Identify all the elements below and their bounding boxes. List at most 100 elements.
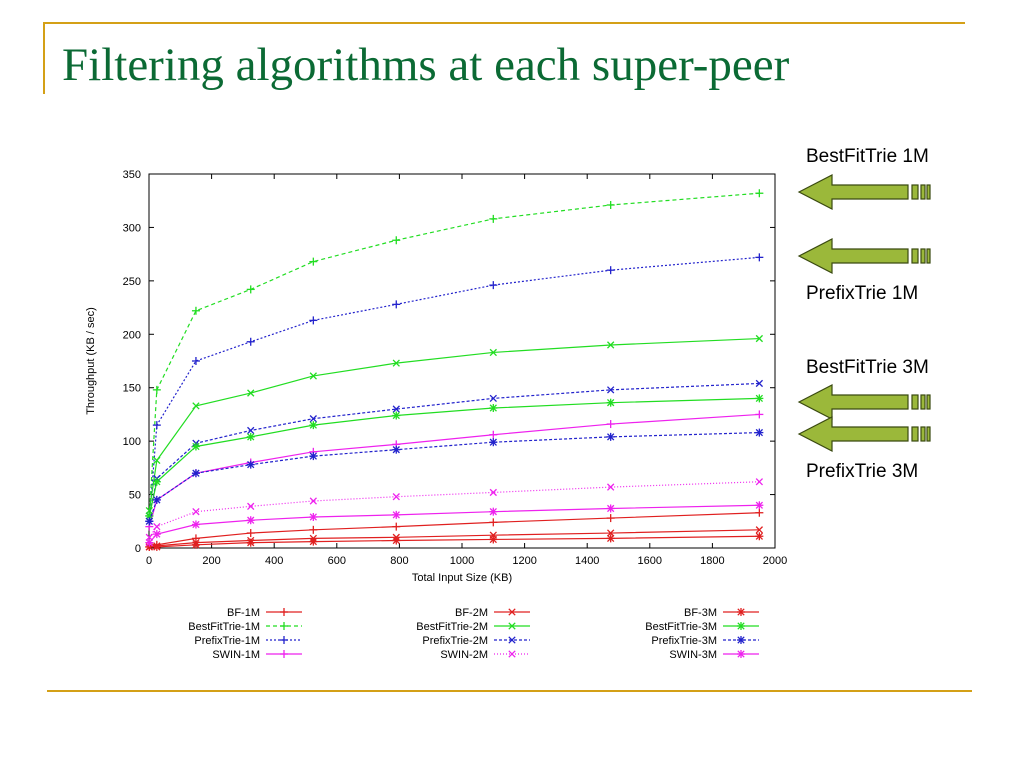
callout-prefixtrie-3m: PrefixTrie 3M: [806, 461, 919, 482]
legend-marker: [737, 650, 745, 658]
x-tick-label: 1400: [575, 555, 599, 567]
data-point: [392, 411, 401, 420]
series-line-prefixtrie-2m: [148, 382, 760, 517]
data-point: [489, 394, 497, 403]
slide-title: Filtering algorithms at each super-peer: [62, 39, 790, 91]
data-point: [489, 348, 497, 357]
data-point: [152, 542, 161, 551]
x-tick-label: 0: [146, 555, 152, 567]
x-tick-label: 1000: [450, 555, 474, 567]
legend-label: BF-3M: [684, 607, 717, 619]
series-line-bestfittrie-1m: [148, 192, 760, 516]
x-tick-label: 1200: [512, 555, 536, 567]
data-point: [606, 504, 615, 513]
data-point: [755, 428, 764, 437]
legend-label: SWIN-3M: [669, 649, 717, 661]
data-point: [489, 507, 498, 516]
x-tick-label: 1800: [700, 555, 724, 567]
y-tick-label: 50: [129, 490, 141, 502]
data-point: [247, 426, 255, 435]
data-point: [606, 432, 615, 441]
data-point: [246, 337, 255, 346]
legend-entry: BestFitTrie-2M: [416, 621, 530, 633]
legend-label: BF-1M: [227, 607, 260, 619]
data-point: [489, 214, 498, 223]
callout-prefixtrie-1m: PrefixTrie 1M: [806, 283, 919, 304]
data-point: [152, 477, 161, 486]
data-point: [309, 513, 318, 522]
data-point: [392, 236, 401, 245]
data-point: [192, 402, 200, 410]
data-point: [246, 460, 255, 469]
data-point: [607, 341, 615, 349]
data-point: [755, 508, 764, 517]
series-line-swin-2m: [148, 481, 760, 538]
data-point: [755, 334, 764, 343]
legend-marker: [508, 608, 516, 616]
data-point: [489, 488, 497, 497]
data-point: [607, 386, 615, 394]
data-point: [153, 522, 161, 531]
data-point: [309, 525, 318, 534]
series-line-prefixtrie-1m: [148, 256, 760, 522]
legend-entry: BF-2M: [455, 607, 530, 619]
data-point: [606, 266, 615, 275]
data-point: [191, 520, 200, 529]
data-point: [309, 452, 318, 461]
data-point: [153, 456, 161, 465]
data-point: [755, 379, 764, 388]
y-tick-label: 250: [123, 276, 141, 288]
data-point: [152, 495, 161, 504]
data-point: [392, 510, 401, 519]
legend-marker: [280, 608, 288, 616]
data-point: [145, 538, 154, 547]
data-point: [755, 189, 764, 198]
legend-entry: SWIN-1M: [212, 649, 302, 661]
y-tick-label: 100: [123, 436, 141, 448]
data-point: [309, 372, 317, 380]
data-point: [191, 357, 200, 365]
legend-label: PrefixTrie-3M: [651, 635, 717, 647]
data-point: [246, 529, 255, 538]
arrow-left-icon: [797, 238, 931, 274]
legend-marker: [280, 650, 288, 658]
x-axis-label: Total Input Size (KB): [412, 572, 512, 584]
title-accent-vertical: [43, 22, 45, 94]
legend-label: PrefixTrie-1M: [194, 635, 260, 647]
data-point: [607, 483, 615, 491]
data-point: [489, 281, 498, 290]
data-point: [606, 200, 615, 209]
legend-entry: SWIN-3M: [669, 649, 759, 661]
data-point: [755, 394, 764, 403]
y-tick-label: 150: [123, 383, 141, 395]
data-point: [755, 532, 764, 541]
data-point: [755, 501, 764, 510]
data-point: [309, 421, 318, 430]
data-point: [606, 420, 615, 429]
data-point: [152, 421, 161, 430]
data-point: [152, 530, 161, 539]
data-point: [755, 478, 764, 486]
x-tick-label: 800: [390, 555, 408, 567]
series-bf-1m: [145, 508, 764, 551]
data-point: [246, 516, 255, 525]
data-point: [309, 497, 317, 505]
series-bestfittrie-2m: [145, 334, 764, 515]
legend-marker: [508, 622, 516, 630]
legend-label: BestFitTrie-3M: [645, 621, 717, 633]
series-line-bf-1m: [149, 512, 760, 548]
data-point: [392, 445, 401, 454]
legend-entry: BestFitTrie-1M: [188, 621, 302, 633]
series-line-prefixtrie-3m: [148, 431, 760, 522]
data-point: [755, 526, 764, 534]
data-point: [191, 306, 200, 315]
legend-label: BestFitTrie-1M: [188, 621, 260, 633]
data-point: [606, 398, 615, 407]
arrow-left-icon: [797, 416, 931, 452]
data-point: [309, 537, 318, 546]
series-line-bf-2m: [149, 529, 760, 548]
x-tick-label: 2000: [763, 555, 787, 567]
data-point: [392, 300, 401, 309]
legend-marker: [508, 636, 516, 644]
throughput-chart: 0 200 400 600 800 1000 1200 1400 1600 1800 2000 0 50…: [85, 169, 787, 661]
